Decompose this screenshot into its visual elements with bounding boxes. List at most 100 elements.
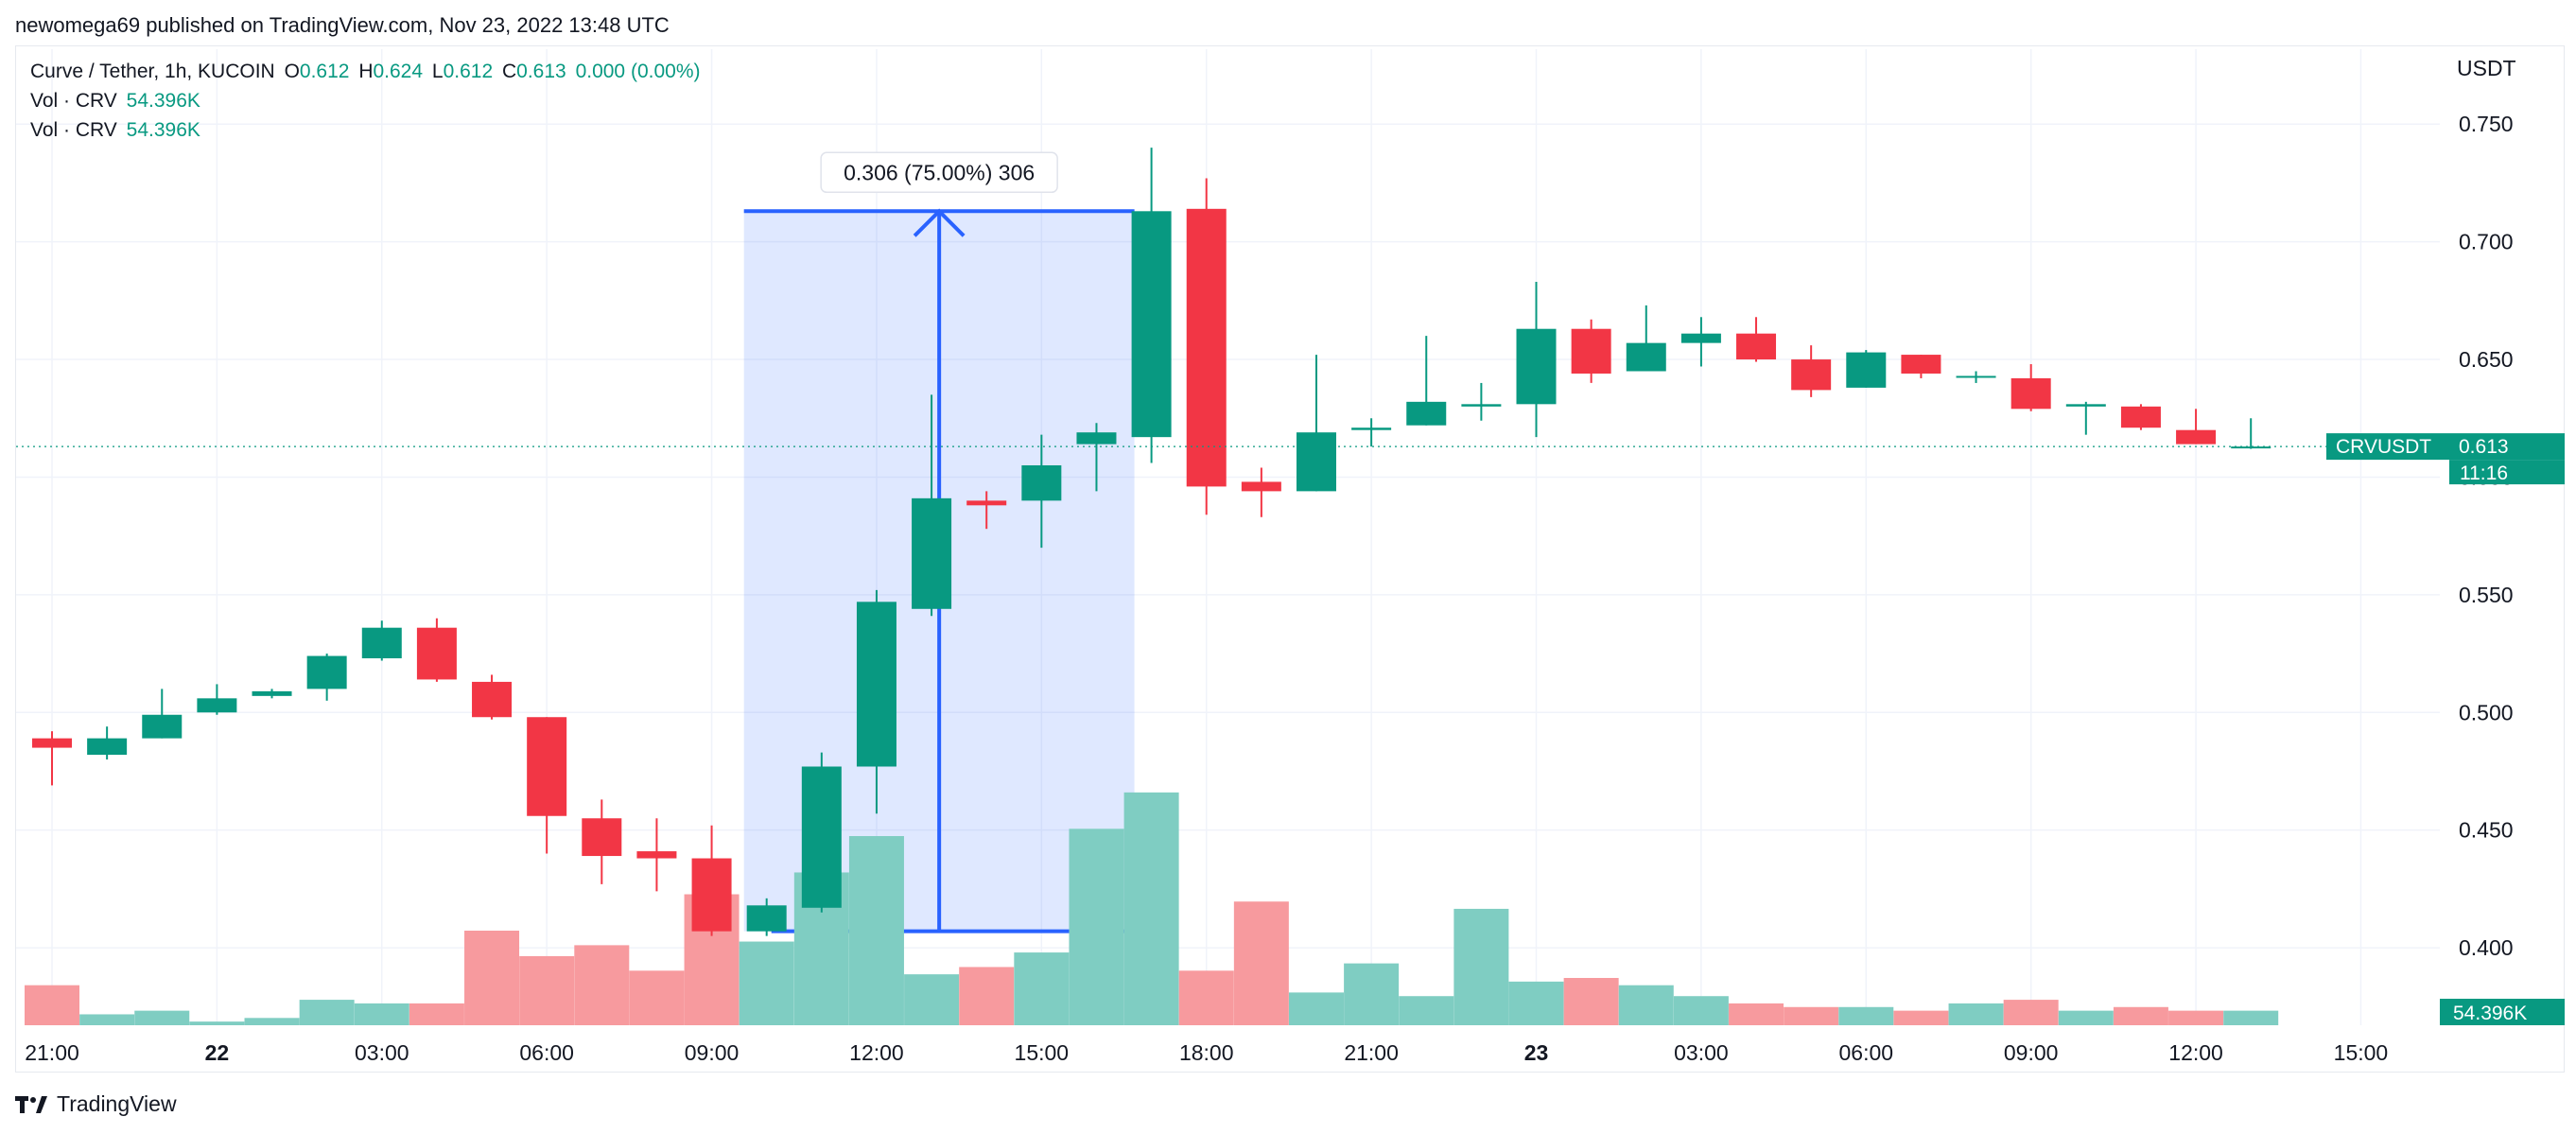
candle-body: [1846, 352, 1887, 388]
candle-body: [691, 858, 732, 932]
candle[interactable]: [1846, 350, 1887, 388]
candle[interactable]: [691, 825, 732, 936]
candle[interactable]: [1901, 355, 1941, 378]
x-tick-label: 23: [1524, 1040, 1549, 1065]
symbol-tag-name: CRVUSDT: [2336, 436, 2431, 458]
candle-body: [32, 738, 72, 748]
volume-bar: [1618, 985, 1674, 1025]
candle[interactable]: [2065, 401, 2106, 435]
candle[interactable]: [582, 799, 622, 884]
candle[interactable]: [32, 731, 72, 786]
legend-volume-2[interactable]: Vol · CRV 54.396K: [30, 119, 204, 142]
candle-body: [801, 766, 842, 908]
candle[interactable]: [197, 684, 237, 715]
candle[interactable]: [1736, 317, 1777, 362]
candle[interactable]: [2010, 364, 2051, 411]
candle[interactable]: [801, 752, 842, 913]
candle[interactable]: [746, 898, 787, 936]
candle[interactable]: [1296, 355, 1336, 492]
candle[interactable]: [912, 394, 952, 617]
volume-bar: [1344, 963, 1400, 1025]
candles: [32, 148, 2271, 936]
candle[interactable]: [252, 689, 292, 699]
tradingview-footer[interactable]: TradingView: [15, 1091, 177, 1117]
candle[interactable]: [2176, 409, 2217, 445]
volume-bar: [1948, 1003, 2004, 1025]
legend-l-value: 0.612: [443, 61, 494, 82]
candle[interactable]: [142, 689, 183, 739]
volume-bar: [1399, 996, 1454, 1025]
axes: 0.7500.7000.6500.6000.5500.5000.4500.400…: [25, 56, 2565, 1065]
measure-arrow-head: [913, 208, 966, 237]
x-tick-label: 09:00: [2004, 1040, 2059, 1065]
volume-tag: [2440, 999, 2565, 1025]
candle-body: [1516, 328, 1557, 405]
candle[interactable]: [1406, 336, 1447, 426]
candle-body: [582, 818, 622, 857]
candle[interactable]: [1131, 148, 1172, 463]
candle[interactable]: [966, 491, 1007, 530]
candle[interactable]: [1076, 423, 1117, 492]
candle[interactable]: [1956, 371, 1996, 383]
legend-symbol[interactable]: Curve / Tether, 1h, KUCOIN: [30, 61, 275, 82]
volume-bar: [904, 974, 960, 1025]
candle[interactable]: [1241, 467, 1281, 517]
y-tick-label: 0.500: [2459, 700, 2514, 724]
volume-bar: [848, 836, 904, 1025]
x-tick-label: 09:00: [685, 1040, 740, 1065]
candle[interactable]: [856, 589, 896, 814]
candle[interactable]: [1680, 317, 1721, 367]
volume-bar: [2223, 1010, 2279, 1025]
candle[interactable]: [416, 618, 457, 682]
candle[interactable]: [1516, 281, 1557, 438]
candle-body: [746, 905, 787, 932]
candle[interactable]: [1791, 345, 1832, 397]
candle[interactable]: [1186, 178, 1227, 515]
candle-body: [1351, 427, 1392, 430]
chart-frame: [15, 45, 2565, 1073]
candle[interactable]: [2120, 404, 2161, 430]
legend-volume-1[interactable]: Vol · CRV 54.396K: [30, 90, 204, 113]
currency-label: USDT: [2457, 56, 2516, 80]
volume-bar: [1563, 978, 1619, 1025]
candle[interactable]: [87, 726, 128, 760]
candle[interactable]: [472, 674, 513, 720]
candle[interactable]: [2231, 418, 2271, 449]
volume-bar: [1178, 970, 1234, 1025]
candle[interactable]: [1571, 319, 1611, 383]
x-tick-label: 03:00: [355, 1040, 409, 1065]
candle[interactable]: [636, 818, 677, 892]
volume-bar: [1288, 992, 1344, 1025]
last-price-value: 0.613: [2459, 436, 2509, 458]
legend-o-label: O: [284, 61, 300, 82]
x-tick-label: 06:00: [519, 1040, 574, 1065]
candle[interactable]: [361, 620, 402, 661]
volume-bar: [2168, 1010, 2224, 1025]
publisher-caption: newomega69 published on TradingView.com,…: [15, 13, 670, 37]
x-tick-label: 18:00: [1179, 1040, 1234, 1065]
x-tick-label: 22: [205, 1040, 230, 1065]
volume-bar: [1893, 1010, 1949, 1025]
volume-bar: [1233, 901, 1289, 1025]
candle[interactable]: [1021, 434, 1062, 549]
volume-1-value: 54.396K: [126, 90, 200, 112]
candle-body: [252, 690, 292, 696]
volume-bar: [1729, 1003, 1784, 1025]
candle-body: [2120, 406, 2161, 428]
candle[interactable]: [527, 717, 567, 854]
volume-bar: [299, 1000, 355, 1025]
candle[interactable]: [1351, 418, 1392, 447]
candle[interactable]: [1626, 305, 1666, 372]
volume-bar: [1014, 952, 1070, 1025]
legend-c-value: 0.613: [516, 61, 566, 82]
legend-o-value: 0.612: [299, 61, 350, 82]
candle-body: [1680, 333, 1721, 343]
countdown-tag: [2449, 460, 2565, 485]
candle[interactable]: [1461, 382, 1502, 421]
volume-bar: [629, 970, 685, 1025]
candle[interactable]: [306, 654, 347, 701]
symbol-price-tag[interactable]: [2326, 433, 2565, 461]
candle-body: [2065, 404, 2106, 407]
candle-body: [1241, 481, 1281, 492]
